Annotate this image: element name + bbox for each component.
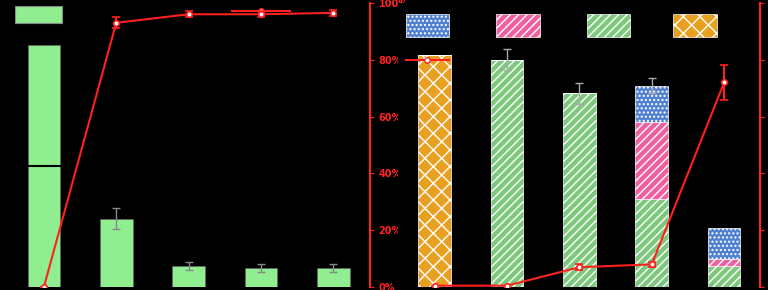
Bar [419,55,451,287]
Bar [172,266,205,287]
FancyBboxPatch shape [496,14,540,37]
Bar [635,199,668,287]
Bar [491,60,523,287]
Bar [100,219,133,287]
FancyBboxPatch shape [587,14,630,37]
Bar [635,122,668,199]
Bar [317,268,349,287]
Bar [245,268,277,287]
Bar [28,45,60,287]
Y-axis label: COD removal efficiency: COD removal efficiency [409,88,419,202]
Bar [635,86,668,122]
Bar [708,228,740,259]
Bar [563,93,596,287]
FancyBboxPatch shape [15,6,62,23]
FancyBboxPatch shape [406,14,449,37]
Bar [708,267,740,287]
Bar [708,259,740,267]
FancyBboxPatch shape [674,14,717,37]
